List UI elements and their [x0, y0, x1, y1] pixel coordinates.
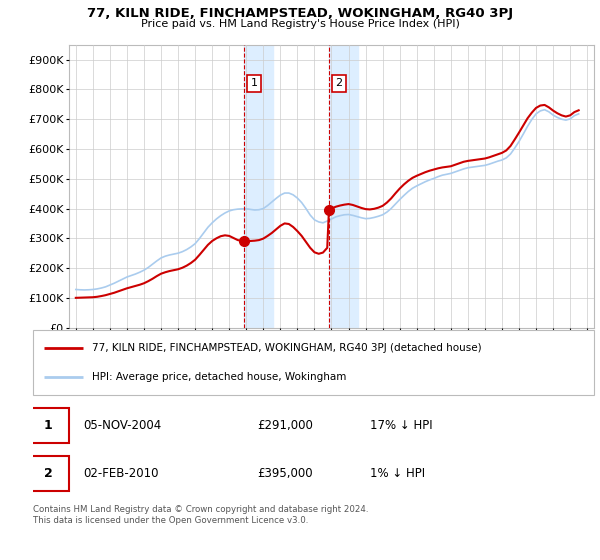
Text: 77, KILN RIDE, FINCHAMPSTEAD, WOKINGHAM, RG40 3PJ: 77, KILN RIDE, FINCHAMPSTEAD, WOKINGHAM,…: [87, 7, 513, 20]
Text: 02-FEB-2010: 02-FEB-2010: [83, 466, 159, 480]
Text: 2: 2: [335, 78, 343, 88]
Text: 17% ↓ HPI: 17% ↓ HPI: [370, 419, 432, 432]
FancyBboxPatch shape: [28, 408, 70, 443]
Text: Contains HM Land Registry data © Crown copyright and database right 2024.
This d: Contains HM Land Registry data © Crown c…: [33, 505, 368, 525]
Text: 1: 1: [44, 419, 53, 432]
Text: 05-NOV-2004: 05-NOV-2004: [83, 419, 162, 432]
Text: HPI: Average price, detached house, Wokingham: HPI: Average price, detached house, Woki…: [92, 372, 346, 382]
Text: 2: 2: [44, 466, 53, 480]
Text: 77, KILN RIDE, FINCHAMPSTEAD, WOKINGHAM, RG40 3PJ (detached house): 77, KILN RIDE, FINCHAMPSTEAD, WOKINGHAM,…: [92, 343, 482, 353]
Text: Price paid vs. HM Land Registry's House Price Index (HPI): Price paid vs. HM Land Registry's House …: [140, 19, 460, 29]
FancyBboxPatch shape: [28, 456, 70, 491]
Bar: [329, 45, 358, 328]
Text: £291,000: £291,000: [257, 419, 313, 432]
Text: 1: 1: [250, 78, 257, 88]
Text: £395,000: £395,000: [257, 466, 313, 480]
Text: 1% ↓ HPI: 1% ↓ HPI: [370, 466, 425, 480]
Bar: [244, 45, 272, 328]
